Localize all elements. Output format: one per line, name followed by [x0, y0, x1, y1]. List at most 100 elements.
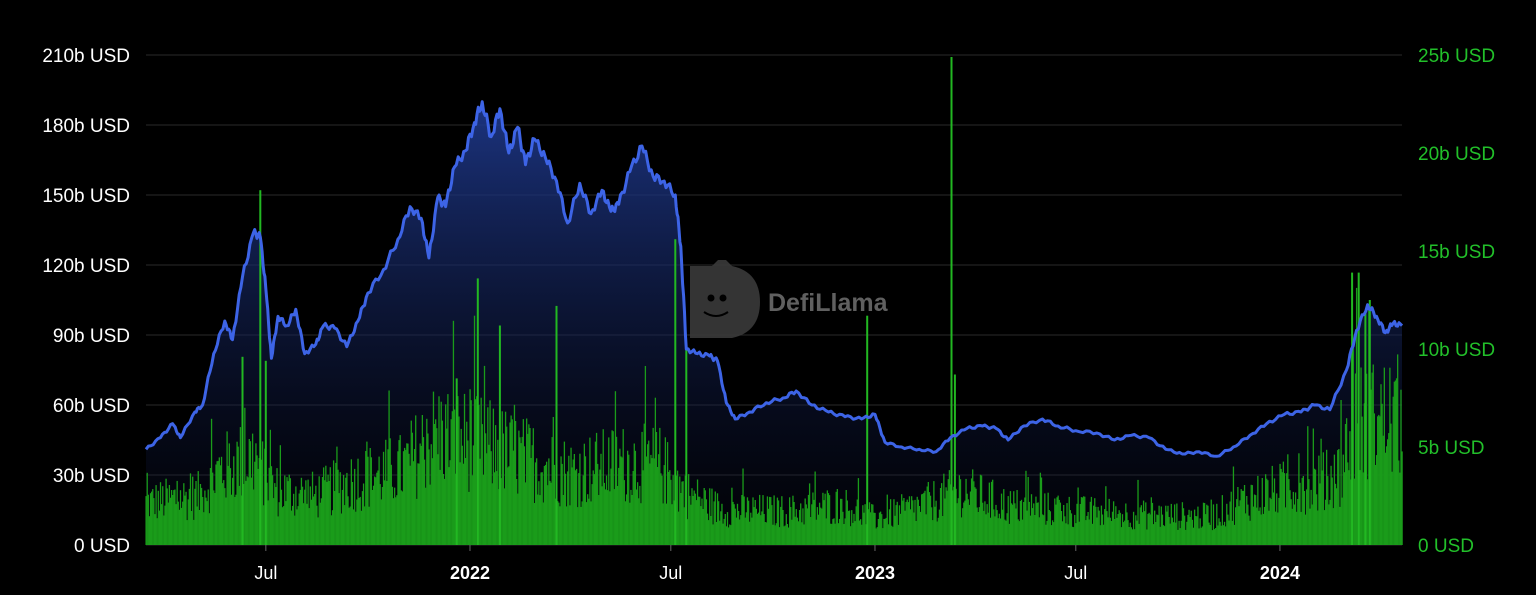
- volume-bar: [428, 449, 430, 545]
- volume-spike-bar: [1368, 300, 1371, 545]
- volume-bar: [344, 505, 346, 545]
- volume-bar: [458, 416, 460, 545]
- volume-bar: [943, 473, 945, 545]
- volume-bar: [1344, 424, 1347, 545]
- volume-bar: [751, 517, 753, 545]
- volume-bar: [1026, 510, 1028, 545]
- volume-bar: [592, 470, 594, 545]
- volume-bar: [837, 523, 840, 545]
- volume-bar: [209, 468, 212, 545]
- volume-bar: [376, 472, 378, 545]
- volume-bar: [469, 389, 471, 545]
- volume-bar: [1173, 504, 1176, 545]
- volume-bar: [947, 479, 949, 545]
- volume-bar: [579, 453, 581, 545]
- volume-bar: [416, 498, 418, 545]
- volume-bar: [666, 442, 669, 545]
- volume-bar: [1297, 499, 1299, 545]
- volume-bar: [700, 506, 702, 545]
- volume-bar: [1215, 528, 1217, 545]
- volume-bar: [421, 415, 424, 545]
- volume-bar: [940, 483, 943, 545]
- volume-bar: [1095, 506, 1097, 545]
- volume-bar: [157, 490, 159, 545]
- volume-bar: [358, 498, 360, 545]
- volume-bar: [1075, 523, 1077, 545]
- volume-bar: [229, 468, 232, 545]
- right-tick-label: 20b USD: [1418, 144, 1495, 165]
- volume-bar: [998, 513, 1000, 545]
- volume-bar: [271, 475, 274, 545]
- volume-bar: [1392, 396, 1394, 545]
- volume-bar: [857, 478, 860, 545]
- volume-bar: [482, 474, 485, 545]
- volume-bar: [725, 526, 728, 545]
- volume-bar: [1128, 527, 1130, 545]
- volume-bar: [590, 501, 592, 545]
- volume-bar: [442, 474, 445, 545]
- volume-bar: [179, 490, 182, 545]
- volume-bar: [1066, 503, 1068, 545]
- volume-bar: [1321, 470, 1323, 545]
- volume-bar: [1165, 505, 1167, 545]
- volume-bar: [755, 508, 757, 545]
- volume-bar: [1337, 450, 1339, 545]
- x-tick-label: Jul: [254, 563, 277, 583]
- volume-bar: [607, 490, 609, 545]
- volume-bar: [1183, 515, 1186, 545]
- volume-bar: [253, 489, 255, 545]
- volume-bar: [484, 433, 487, 545]
- volume-bar: [1387, 439, 1389, 545]
- volume-bar: [609, 491, 611, 545]
- volume-bar: [437, 454, 439, 545]
- volume-bar: [1043, 515, 1045, 545]
- volume-bar: [332, 460, 335, 545]
- volume-bar: [342, 475, 345, 545]
- volume-bar: [372, 485, 375, 545]
- volume-bar: [1135, 515, 1137, 545]
- volume-bar: [284, 475, 286, 545]
- volume-bar: [224, 488, 226, 545]
- volume-bar: [355, 511, 357, 545]
- volume-bar: [1362, 472, 1364, 545]
- volume-bar: [577, 507, 579, 545]
- volume-bar: [523, 446, 526, 545]
- volume-bar: [285, 501, 287, 545]
- volume-bar: [349, 506, 351, 545]
- volume-bar: [1220, 525, 1222, 545]
- volume-bar: [1071, 526, 1074, 545]
- volume-bar: [217, 460, 219, 545]
- volume-bar: [239, 427, 242, 545]
- volume-bar: [575, 468, 578, 545]
- volume-bar: [944, 498, 946, 545]
- volume-bar: [739, 519, 741, 545]
- volume-bar: [256, 455, 258, 545]
- volume-bar: [1107, 517, 1109, 545]
- volume-bar: [536, 458, 538, 545]
- volume-bar: [168, 485, 171, 545]
- volume-bar: [260, 459, 263, 545]
- volume-bar: [978, 507, 981, 545]
- volume-bar: [327, 474, 329, 545]
- volume-bar: [338, 493, 340, 545]
- volume-bar: [214, 493, 216, 545]
- volume-bar: [605, 475, 608, 545]
- volume-bar: [643, 423, 645, 545]
- volume-bar: [1108, 498, 1110, 545]
- volume-bar: [1009, 491, 1012, 545]
- volume-bar: [1288, 479, 1290, 545]
- volume-bar: [153, 498, 155, 545]
- volume-bar: [754, 500, 756, 545]
- volume-bar: [462, 463, 465, 545]
- volume-bar: [1370, 389, 1372, 545]
- volume-bar: [152, 489, 154, 545]
- volume-bar: [1270, 499, 1272, 545]
- volume-bar: [1034, 515, 1036, 545]
- volume-bar: [1312, 428, 1314, 545]
- volume-bar: [801, 522, 803, 545]
- volume-bar: [1338, 449, 1340, 545]
- volume-bar: [766, 496, 769, 545]
- volume-bar: [440, 401, 442, 545]
- volume-bar: [973, 481, 975, 545]
- volume-bar: [877, 519, 880, 545]
